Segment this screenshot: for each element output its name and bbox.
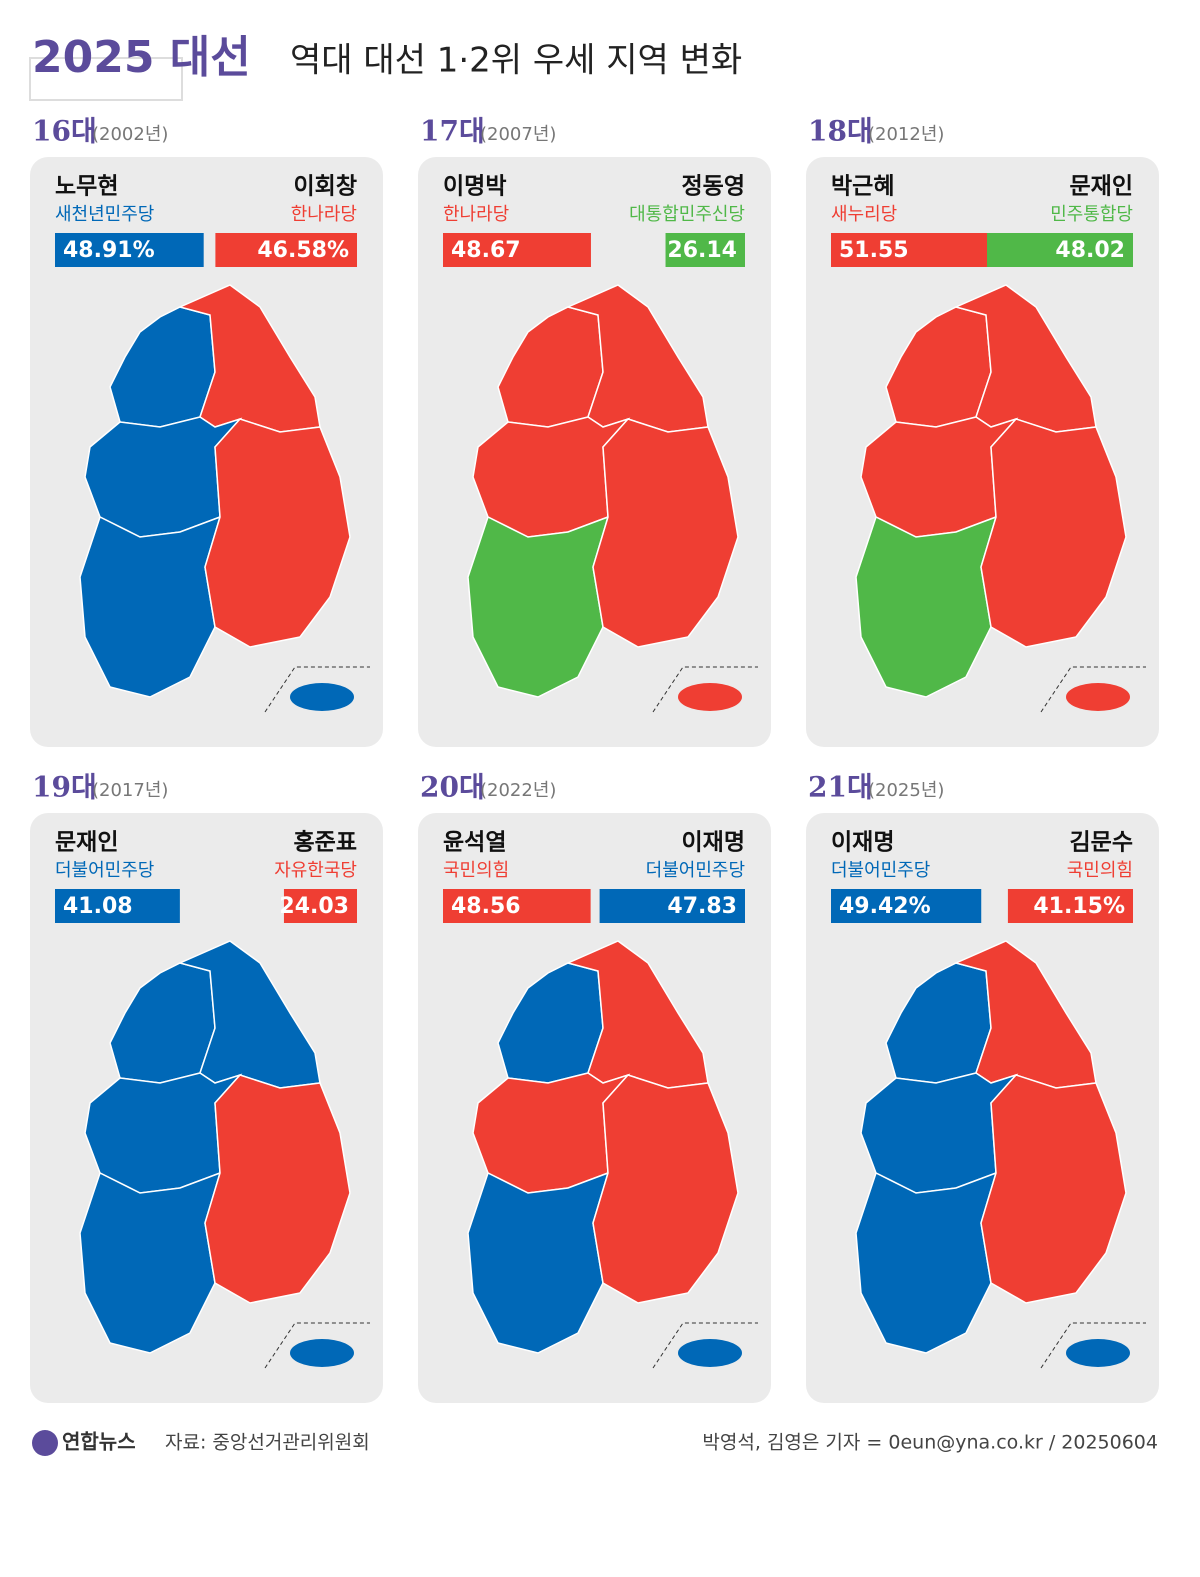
map — [855, 940, 1146, 1369]
candidate-name: 김문수 — [1070, 830, 1133, 856]
vote-label: 26.14 — [667, 238, 737, 263]
candidate-name: 문재인 — [55, 830, 118, 856]
vote-bar — [215, 233, 357, 267]
map-region — [290, 1339, 354, 1367]
panel-year: (2017년) — [92, 780, 168, 801]
party-name: 국민의힘 — [443, 860, 509, 881]
candidate-name: 노무현 — [55, 174, 118, 200]
candidate-name: 홍준표 — [294, 830, 357, 856]
vote-label: 47.83 — [667, 894, 737, 919]
map-region — [79, 515, 222, 698]
vote-label: 49.42% — [839, 894, 931, 919]
panel-label: 18대 — [808, 115, 873, 148]
party-name: 자유한국당 — [274, 860, 357, 881]
logo-icon — [32, 1430, 58, 1456]
vote-label: 41.08 — [63, 894, 133, 919]
map-region — [980, 1074, 1127, 1304]
candidate-name: 이재명 — [682, 830, 745, 856]
map — [467, 940, 758, 1369]
vote-bar — [443, 889, 591, 923]
party-name: 더불어민주당 — [831, 860, 930, 881]
map-region — [855, 515, 998, 698]
candidate-name: 문재인 — [1070, 174, 1133, 200]
credit: 박영석, 김영은 기자 = 0eun@yna.co.kr / 20250604 — [702, 1432, 1158, 1454]
vote-bar — [1007, 889, 1133, 923]
deco-box — [29, 57, 183, 101]
panel-label: 20대 — [420, 771, 485, 804]
vote-label: 51.55 — [839, 238, 909, 263]
panel-label: 17대 — [420, 115, 485, 148]
map-region — [1066, 1339, 1130, 1367]
party-name: 민주통합당 — [1050, 204, 1133, 225]
title: 역대 대선 1·2위 우세 지역 변화 — [290, 41, 742, 81]
vote-bar — [55, 233, 204, 267]
vote-label: 48.02 — [1055, 238, 1125, 263]
vote-bar — [283, 889, 357, 923]
vote-label: 46.58% — [257, 238, 349, 263]
vote-bar — [665, 233, 745, 267]
panel-year: (2012년) — [868, 124, 944, 145]
vote-bar — [831, 233, 988, 267]
party-name: 대통합민주신당 — [629, 204, 745, 225]
party-name: 새누리당 — [831, 204, 897, 225]
party-name: 더불어민주당 — [646, 860, 745, 881]
party-name: 한나라당 — [291, 204, 357, 225]
vote-label: 41.15% — [1033, 894, 1125, 919]
map-region — [855, 1171, 998, 1354]
vote-bar — [987, 233, 1133, 267]
map-region — [467, 1171, 610, 1354]
map-region — [204, 418, 351, 648]
vote-label: 24.03 — [279, 894, 349, 919]
panel-year: (2002년) — [92, 124, 168, 145]
panel-label: 21대 — [808, 771, 873, 804]
map-region — [79, 1171, 222, 1354]
vote-bar — [55, 889, 180, 923]
party-name: 새천년민주당 — [55, 204, 154, 225]
map-region — [678, 683, 742, 711]
panel-year: (2022년) — [480, 780, 556, 801]
map-region — [592, 418, 739, 648]
candidate-name: 박근혜 — [831, 174, 894, 200]
vote-label: 48.91% — [63, 238, 155, 263]
map-region — [678, 1339, 742, 1367]
panel-label: 16대 — [32, 115, 97, 148]
brand: 2025 대선 — [32, 32, 251, 83]
party-name: 국민의힘 — [1067, 860, 1133, 881]
map-region — [1066, 683, 1130, 711]
logo: 연합뉴스 — [62, 1430, 136, 1454]
vote-bar — [599, 889, 745, 923]
vote-label: 48.67 — [451, 238, 521, 263]
candidate-name: 이재명 — [831, 830, 894, 856]
map — [855, 284, 1146, 713]
source: 자료: 중앙선거관리위원회 — [165, 1432, 370, 1454]
vote-bar — [443, 233, 591, 267]
map — [79, 940, 370, 1369]
vote-bar — [831, 889, 982, 923]
candidate-name: 정동영 — [682, 174, 745, 200]
panel-label: 19대 — [32, 771, 97, 804]
candidate-name: 윤석열 — [443, 830, 506, 856]
map-region — [204, 1074, 351, 1304]
map-region — [290, 683, 354, 711]
map — [467, 284, 758, 713]
party-name: 한나라당 — [443, 204, 509, 225]
map-region — [980, 418, 1127, 648]
party-name: 더불어민주당 — [55, 860, 154, 881]
candidate-name: 이명박 — [443, 174, 506, 200]
panel-year: (2007년) — [480, 124, 556, 145]
map-region — [467, 515, 610, 698]
map — [79, 284, 370, 713]
vote-label: 48.56 — [451, 894, 521, 919]
map-region — [592, 1074, 739, 1304]
candidate-name: 이회창 — [294, 174, 357, 200]
panel-year: (2025년) — [868, 780, 944, 801]
